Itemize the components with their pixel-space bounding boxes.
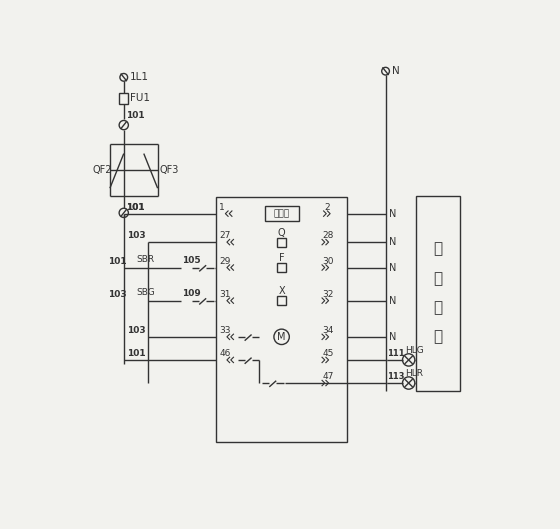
Text: HLR: HLR [405, 369, 423, 378]
Text: 101: 101 [126, 203, 144, 212]
Text: 回: 回 [433, 300, 442, 315]
Bar [417, 196, 460, 391]
Text: 34: 34 [323, 326, 334, 335]
Text: 113: 113 [387, 371, 404, 380]
Text: 28: 28 [323, 232, 334, 241]
Text: Q: Q [278, 228, 286, 238]
Text: 路: 路 [433, 330, 442, 344]
Text: 1L1: 1L1 [130, 72, 149, 83]
Text: 29: 29 [219, 257, 231, 266]
Text: N: N [391, 66, 399, 76]
Text: HLG: HLG [405, 346, 423, 355]
Text: 32: 32 [323, 290, 334, 299]
Text: 2: 2 [324, 203, 330, 212]
Text: 101: 101 [109, 257, 127, 266]
Text: 103: 103 [127, 326, 146, 335]
Text: 制: 制 [433, 271, 442, 286]
Text: N: N [389, 332, 396, 342]
Text: 27: 27 [219, 232, 231, 241]
Bar [265, 206, 298, 221]
Bar [119, 93, 128, 104]
Text: 105: 105 [182, 256, 201, 265]
Text: X: X [278, 286, 285, 296]
Text: 46: 46 [219, 349, 231, 358]
Text: SBG: SBG [136, 288, 155, 297]
Text: F: F [279, 253, 284, 263]
Text: FU1: FU1 [130, 93, 150, 103]
Text: 1: 1 [219, 203, 225, 212]
Text: 47: 47 [323, 372, 334, 381]
Text: 103: 103 [109, 290, 127, 299]
Text: 45: 45 [323, 349, 334, 358]
Text: 111: 111 [387, 349, 405, 358]
Text: 33: 33 [219, 326, 231, 335]
Text: N: N [389, 237, 396, 247]
Bar [277, 238, 286, 247]
Text: N: N [389, 296, 396, 306]
Text: M: M [277, 332, 286, 342]
Text: 101: 101 [126, 111, 144, 120]
Bar [277, 296, 286, 305]
Text: 101: 101 [126, 203, 144, 212]
Text: SBR: SBR [136, 256, 154, 264]
Text: 30: 30 [323, 257, 334, 266]
Text: N: N [389, 262, 396, 272]
Bar [277, 263, 286, 272]
Text: 109: 109 [182, 289, 201, 298]
Text: QF3: QF3 [160, 165, 179, 175]
Text: 继电元: 继电元 [273, 209, 290, 218]
Text: 31: 31 [219, 290, 231, 299]
Text: QF2: QF2 [93, 165, 113, 175]
Bar [216, 197, 347, 442]
Text: N: N [389, 208, 396, 218]
Text: 控: 控 [433, 242, 442, 257]
Text: 103: 103 [127, 232, 146, 241]
Text: 101: 101 [127, 349, 146, 358]
